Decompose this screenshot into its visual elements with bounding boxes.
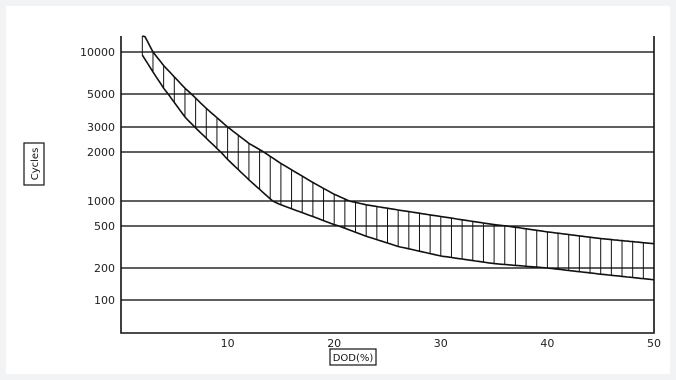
grid-lines [121,51,654,301]
y-tick-label-200: 200 [94,262,115,275]
x-tick-label-10: 10 [221,337,235,350]
y-tick-label-10000: 10000 [80,46,115,59]
y-axis-title: Cycles [30,148,41,181]
x-axis-title-frame [329,348,377,366]
y-axis-title-box: Cycles [23,142,45,186]
y-tick-label-500: 500 [94,220,115,233]
y-tick-label-2000: 2000 [87,146,115,159]
y-axis-title-frame [23,142,45,186]
y-tick-labels: 100 200 500 1000 2000 3000 5000 10000 [80,46,115,307]
y-tick-label-100: 100 [94,294,115,307]
x-axis-title: DOD(%) [333,353,374,364]
x-tick-label-20: 20 [327,337,341,350]
x-tick-label-30: 30 [434,337,448,350]
y-tick-label-1000: 1000 [87,195,115,208]
x-tick-labels: 10 20 30 40 50 [221,337,661,350]
x-axis-title-box: DOD(%) [329,348,377,366]
x-tick-label-40: 40 [540,337,554,350]
chart-frame: 100 200 500 1000 2000 3000 5000 10000 10 20 30 40 5… [6,6,670,374]
plot-border [120,36,655,334]
y-tick-label-5000: 5000 [87,88,115,101]
cycle-band [141,35,655,281]
axes [120,36,655,334]
x-tick-label-50: 50 [647,337,661,350]
dod-cycles-chart: 100 200 500 1000 2000 3000 5000 10000 10 20 30 40 5… [23,35,661,366]
y-tick-label-3000: 3000 [87,121,115,134]
